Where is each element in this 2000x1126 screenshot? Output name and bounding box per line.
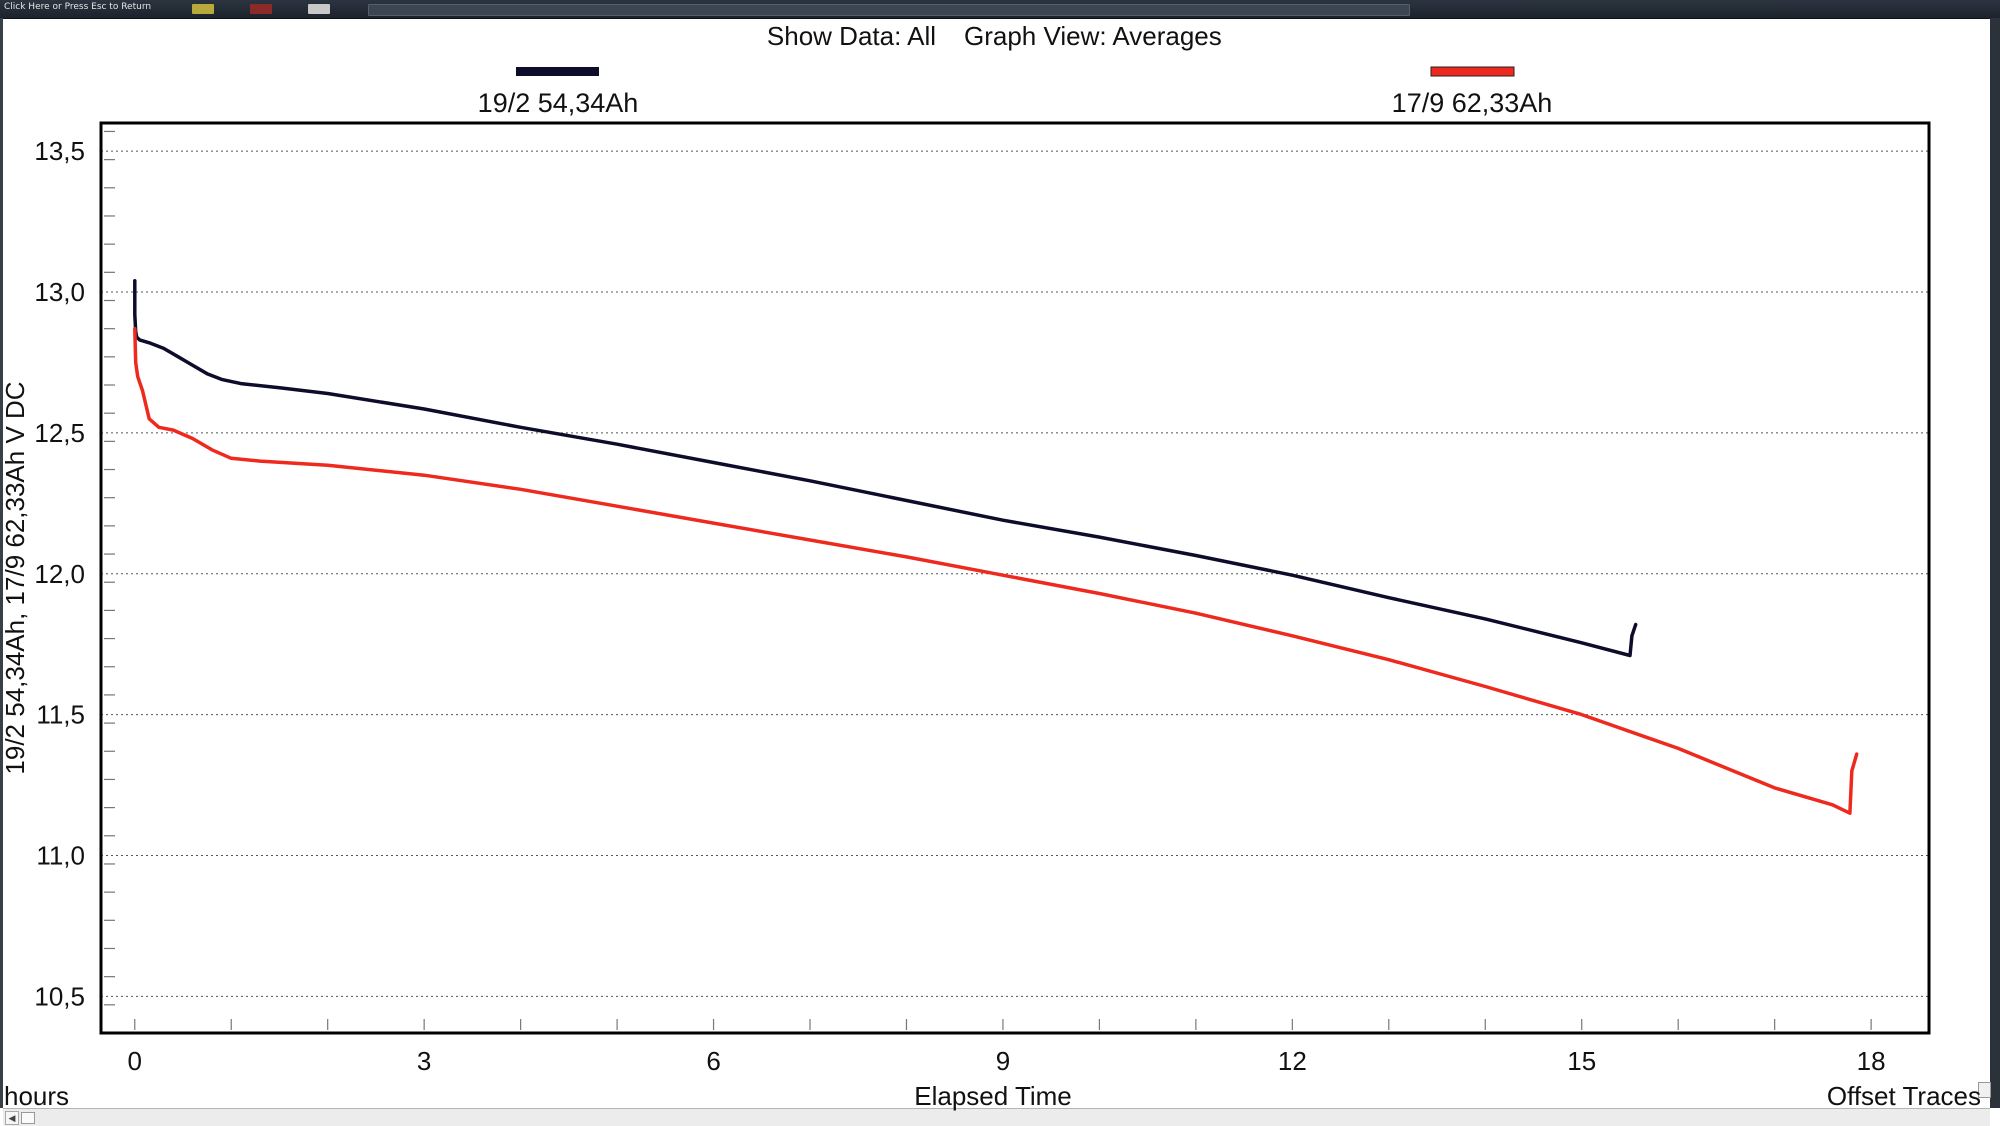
x-axis-ticks: 0 3 6 9 12 15 18 <box>128 1046 1886 1076</box>
legend-swatch-series-1 <box>516 67 599 76</box>
address-bar[interactable] <box>368 4 1410 16</box>
grid <box>101 150 1929 997</box>
x-tick-label-1: 3 <box>417 1046 431 1076</box>
graph-view-label[interactable]: Graph View: Averages <box>964 21 1222 51</box>
x-tick-label-2: 6 <box>706 1046 720 1076</box>
series-line-2 <box>133 326 1859 815</box>
resize-handle[interactable] <box>1978 1082 1991 1098</box>
y-tick-label-4: 12,5 <box>34 418 85 448</box>
plot-frame <box>99 121 1931 1035</box>
taskbar-icon-yellow[interactable] <box>192 4 214 14</box>
y-tick-label-3: 12,0 <box>34 559 85 589</box>
y-axis-label: 19/2 54,34Ah, 17/9 62,33Ah V DC <box>0 381 30 774</box>
legend-label-series-2: 17/9 62,33Ah <box>1392 88 1553 118</box>
horizontal-scrollbar[interactable]: ◀ <box>3 1108 1990 1126</box>
x-tick-label-3: 9 <box>996 1046 1010 1076</box>
minor-ticks <box>104 130 1872 1034</box>
offset-traces-button[interactable]: Offset Traces <box>1827 1081 1981 1111</box>
window-left-frame <box>0 18 3 1108</box>
scroll-thumb[interactable] <box>21 1112 35 1124</box>
return-hint-label[interactable]: Click Here or Press Esc to Return <box>4 2 152 12</box>
x-tick-label-4: 12 <box>1278 1046 1307 1076</box>
y-tick-label-5: 13,0 <box>34 277 85 307</box>
window-title-bar[interactable]: Click Here or Press Esc to Return <box>0 0 2000 19</box>
legend-label-series-1: 19/2 54,34Ah <box>478 88 639 118</box>
y-tick-label-2: 11,5 <box>36 700 85 730</box>
x-unit-label: hours <box>4 1081 69 1111</box>
y-axis-ticks: 10,5 11,0 11,5 12,0 12,5 13,0 13,5 <box>34 136 85 1011</box>
x-tick-label-0: 0 <box>128 1046 142 1076</box>
legend-swatch-series-2 <box>1430 66 1515 77</box>
x-tick-label-6: 18 <box>1857 1046 1886 1076</box>
y-tick-label-6: 13,5 <box>34 136 85 166</box>
y-tick-label-0: 10,5 <box>34 981 85 1011</box>
series-line-1 <box>133 279 1638 658</box>
taskbar-icon-white[interactable] <box>308 4 330 14</box>
x-tick-label-5: 15 <box>1567 1046 1596 1076</box>
window-right-frame <box>1990 18 2000 1108</box>
show-data-label[interactable]: Show Data: All <box>767 21 936 51</box>
taskbar-icon-red[interactable] <box>250 4 272 14</box>
x-axis-label: Elapsed Time <box>914 1081 1072 1111</box>
y-tick-label-1: 11,0 <box>36 841 85 871</box>
series-lines <box>133 279 1859 815</box>
